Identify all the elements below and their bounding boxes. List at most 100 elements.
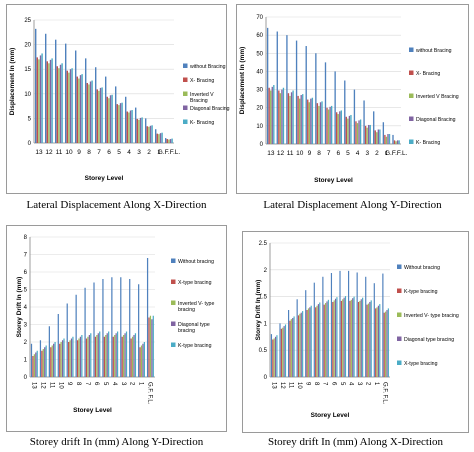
bar — [112, 336, 114, 377]
bar — [334, 71, 336, 144]
x-tick-label: 9 — [308, 150, 312, 157]
bar — [70, 338, 73, 377]
y-tick-label: 0 — [260, 142, 264, 148]
bar — [72, 336, 74, 377]
bar — [266, 27, 269, 145]
x-tick-label: 9 — [305, 382, 311, 386]
bar — [297, 315, 300, 377]
x-tick-label: 12 — [277, 150, 285, 157]
bar — [65, 43, 67, 144]
bar — [330, 105, 333, 144]
x-tick-label: 8 — [317, 150, 321, 157]
bar — [295, 40, 298, 145]
bar — [379, 304, 381, 377]
x-tick-label: 1 — [385, 150, 389, 157]
bar — [270, 334, 273, 377]
y-tick-label: 10 — [256, 124, 263, 130]
bar — [387, 308, 389, 377]
bar — [138, 119, 140, 143]
bar — [336, 112, 338, 144]
bar — [349, 300, 351, 377]
x-tick-label: 11 — [287, 150, 294, 157]
bar — [308, 102, 310, 144]
bar — [42, 349, 44, 377]
bar — [69, 340, 71, 377]
bar — [38, 59, 40, 143]
bar — [155, 129, 157, 143]
bar — [322, 276, 324, 377]
bar — [325, 303, 327, 377]
bar — [123, 335, 125, 377]
x-axis-title: Storey Level — [311, 412, 350, 419]
bar — [318, 105, 320, 144]
bar — [334, 298, 337, 377]
legend-label: X-type bracing — [404, 361, 438, 367]
bar — [358, 120, 360, 144]
bar — [329, 106, 331, 144]
bar — [387, 134, 389, 144]
bar — [66, 303, 68, 377]
bar — [55, 39, 57, 143]
bar — [286, 35, 288, 145]
bar — [388, 134, 391, 144]
x-tick-label: 4 — [356, 150, 360, 157]
chart-panel-displacement-y — [236, 4, 469, 194]
bar — [396, 140, 399, 144]
y-tick-label: 8 — [24, 235, 28, 241]
x-tick-label: 9 — [66, 382, 72, 386]
bar — [342, 299, 344, 377]
bar — [146, 258, 149, 377]
bar — [51, 58, 53, 143]
x-tick-label: 8 — [313, 382, 319, 386]
bar — [395, 141, 397, 144]
bar — [149, 315, 152, 377]
bar — [71, 68, 73, 143]
bar — [319, 102, 322, 144]
y-tick-label: 1 — [264, 321, 268, 327]
bar — [114, 335, 116, 377]
bar — [340, 110, 342, 144]
bar — [364, 125, 367, 144]
y-tick-label: 1 — [24, 358, 28, 364]
bar — [284, 324, 287, 377]
bar — [141, 117, 143, 143]
y-tick-label: 2 — [24, 340, 28, 346]
bar — [41, 350, 43, 377]
bar — [58, 68, 60, 143]
bar — [35, 28, 37, 143]
bar — [370, 300, 372, 377]
legend-swatch — [409, 70, 414, 75]
legend-label: without Bracing — [416, 48, 452, 54]
bar — [140, 345, 143, 377]
bar — [125, 331, 128, 377]
x-tick-label: 6 — [337, 150, 341, 157]
bar — [63, 338, 65, 377]
legend-label: Diagonal type bracing — [178, 322, 210, 334]
bar — [165, 138, 167, 143]
bar — [125, 96, 127, 143]
legend-label: K-type bracing — [178, 343, 212, 349]
bar — [271, 86, 273, 144]
bar — [121, 102, 123, 143]
bar — [161, 132, 163, 143]
bar — [49, 59, 52, 143]
legend-swatch — [409, 139, 414, 144]
bar — [115, 333, 117, 377]
x-tick-label: 12 — [39, 382, 45, 389]
bar — [86, 82, 88, 143]
bar — [36, 350, 38, 377]
bar — [298, 98, 301, 144]
bar — [353, 89, 356, 144]
x-tick-label: 5 — [339, 382, 345, 386]
x-tick-label: 4 — [111, 382, 117, 386]
bar — [50, 347, 52, 377]
bar — [330, 273, 333, 377]
bar — [108, 331, 110, 377]
bar — [151, 319, 153, 377]
bar — [36, 57, 38, 143]
bar — [273, 338, 275, 377]
x-tick-label: 13 — [35, 149, 43, 156]
